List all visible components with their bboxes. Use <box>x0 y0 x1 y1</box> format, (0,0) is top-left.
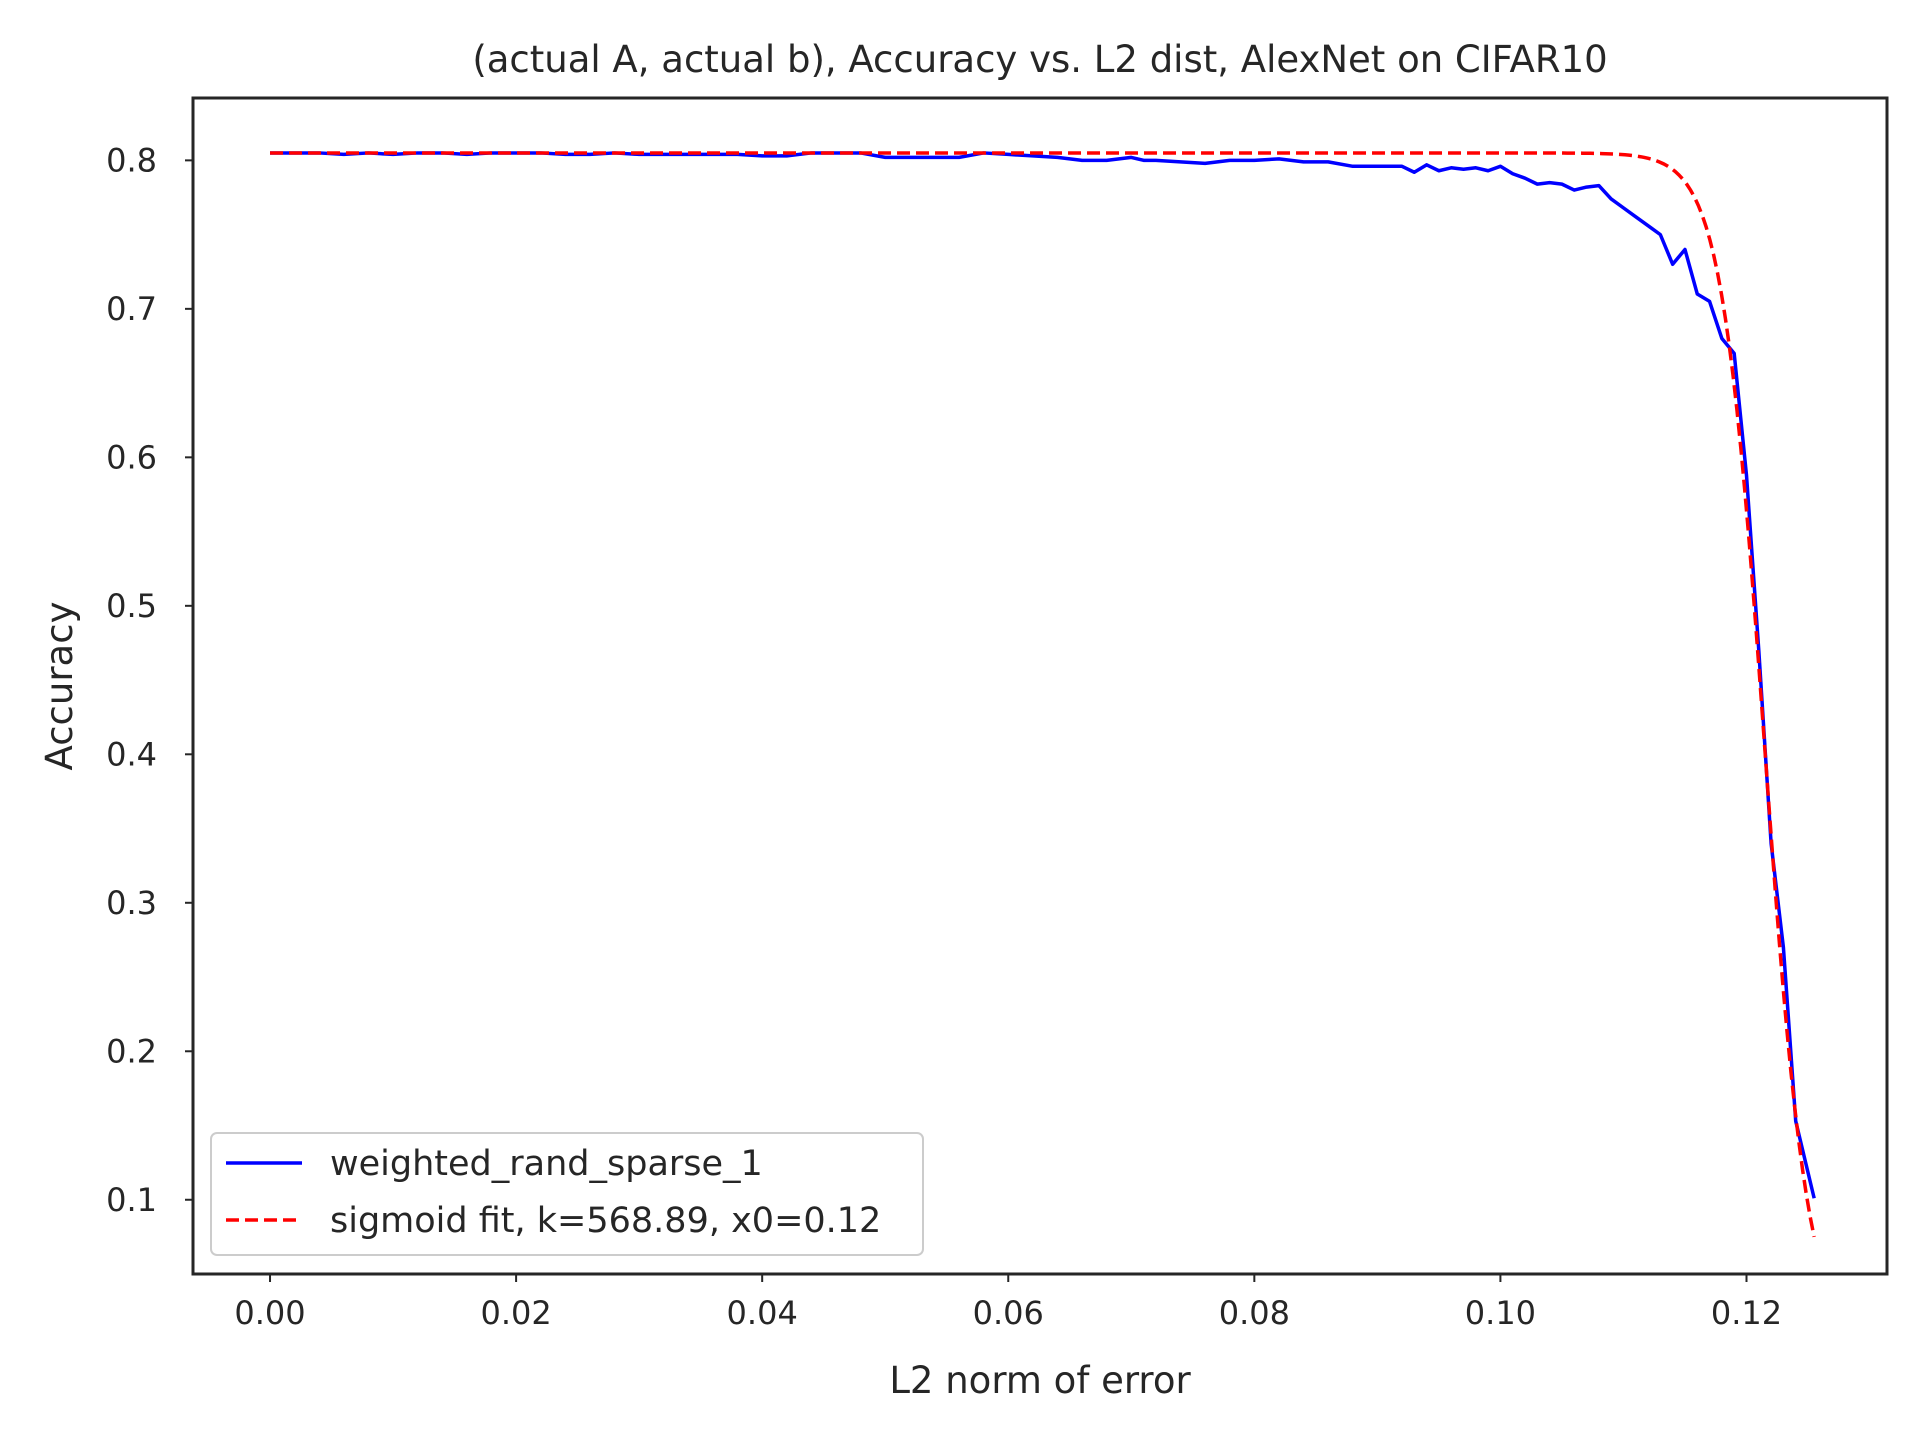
y-tick-label: 0.4 <box>106 735 157 773</box>
chart-title: (actual A, actual b), Accuracy vs. L2 di… <box>472 38 1607 81</box>
x-tick-label: 0.10 <box>1465 1294 1536 1332</box>
plot-area <box>191 96 1889 1276</box>
series-layer <box>270 151 1816 1238</box>
y-tick-label: 0.1 <box>106 1181 157 1219</box>
y-axis: 0.1 0.2 0.3 0.4 0.5 0.6 0.7 0.8 <box>106 141 193 1219</box>
legend-label-weighted-rand-sparse: weighted_rand_sparse_1 <box>330 1144 763 1184</box>
x-axis-label: L2 norm of error <box>889 1359 1191 1402</box>
legend-box <box>210 1132 924 1256</box>
x-tick-label: 0.00 <box>234 1294 305 1332</box>
y-tick-label: 0.2 <box>106 1032 157 1070</box>
y-tick-label: 0.6 <box>106 438 157 476</box>
x-tick-label: 0.06 <box>973 1294 1044 1332</box>
x-tick-label: 0.12 <box>1711 1294 1782 1332</box>
y-tick-label: 0.7 <box>106 290 157 328</box>
x-axis: 0.00 0.02 0.04 0.06 0.08 0.10 0.12 <box>234 1274 1782 1332</box>
y-tick-label: 0.8 <box>106 141 157 179</box>
x-tick-label: 0.02 <box>480 1294 551 1332</box>
series-line-sigmoid-fit <box>270 151 1816 1238</box>
x-tick-label: 0.08 <box>1219 1294 1290 1332</box>
y-tick-label: 0.5 <box>106 587 157 625</box>
y-tick-label: 0.3 <box>106 884 157 922</box>
x-tick-label: 0.04 <box>727 1294 798 1332</box>
y-axis-label: Accuracy <box>38 602 81 771</box>
legend: weighted_rand_sparse_1 sigmoid fit, k=56… <box>210 1132 924 1256</box>
legend-label-sigmoid-fit: sigmoid fit, k=568.89, x0=0.12 <box>330 1201 881 1241</box>
